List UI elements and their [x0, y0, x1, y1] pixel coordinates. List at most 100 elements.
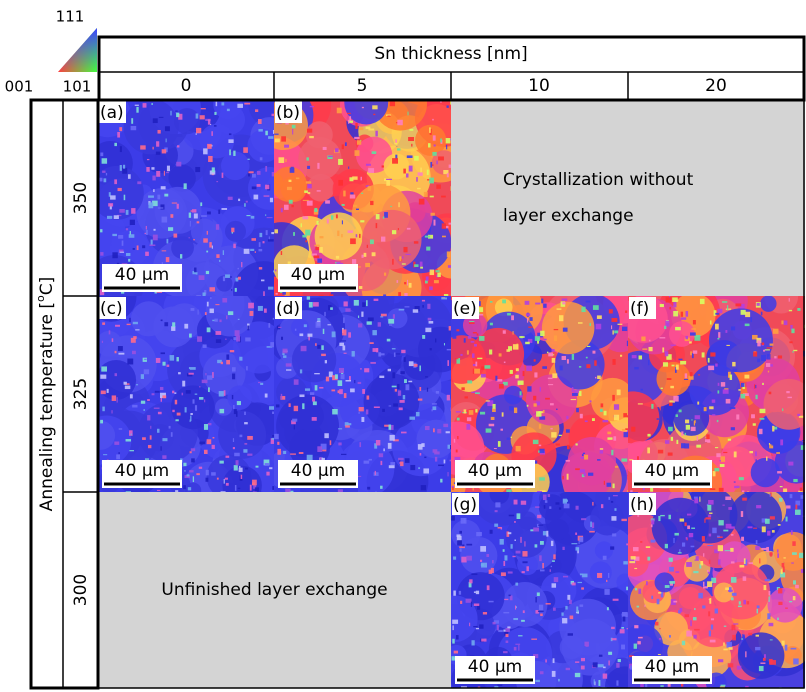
- grain: [476, 591, 479, 594]
- grain: [638, 403, 643, 404]
- grain: [461, 557, 466, 563]
- grain: [761, 355, 766, 361]
- grain: [342, 144, 344, 149]
- grain: [452, 620, 458, 624]
- grain: [365, 263, 370, 267]
- grain: [452, 625, 453, 630]
- grain: [217, 478, 219, 480]
- panel-label: (h): [630, 495, 654, 515]
- grain: [102, 407, 104, 412]
- grain: [234, 409, 237, 414]
- grain: [554, 335, 557, 341]
- grain: [231, 289, 232, 291]
- grain: [743, 576, 747, 581]
- grain: [771, 442, 775, 445]
- grain: [321, 345, 323, 350]
- grain: [382, 165, 384, 167]
- grain: [571, 543, 577, 544]
- grain: [708, 611, 710, 616]
- grain: [649, 340, 650, 342]
- grain: [552, 671, 556, 677]
- grain: [486, 400, 490, 401]
- grain: [535, 303, 540, 305]
- grain: [361, 417, 364, 422]
- grain: [263, 291, 265, 296]
- grain: [554, 577, 558, 582]
- grain: [608, 660, 609, 665]
- grain: [685, 614, 689, 617]
- grain: [100, 420, 103, 424]
- grain: [161, 352, 165, 354]
- grain: [153, 118, 158, 123]
- grain: [117, 397, 118, 402]
- grain: [545, 398, 550, 400]
- grain: [332, 409, 338, 414]
- grain: [215, 304, 219, 305]
- grain: [310, 106, 314, 107]
- grain: [395, 139, 397, 142]
- grain: [755, 647, 760, 650]
- grain: [244, 412, 246, 415]
- grain: [678, 552, 682, 553]
- grain: [571, 399, 576, 400]
- grain: [551, 541, 553, 546]
- grain: [709, 598, 711, 604]
- grain: [316, 221, 318, 225]
- grain: [410, 465, 415, 470]
- grain: [757, 303, 760, 306]
- grain: [741, 310, 746, 315]
- note-text: Unfinished layer exchange: [161, 580, 387, 600]
- grain: [684, 379, 688, 380]
- grain: [219, 391, 224, 396]
- grain: [756, 635, 759, 637]
- grain: [193, 239, 195, 240]
- grain: [770, 639, 773, 640]
- grain: [258, 129, 262, 132]
- grain: [323, 329, 325, 334]
- grain: [130, 231, 131, 235]
- grain: [153, 235, 158, 241]
- grain: [469, 321, 474, 322]
- grain: [665, 440, 669, 444]
- grain: [757, 605, 760, 608]
- grain: [172, 322, 175, 327]
- grain: [315, 343, 317, 346]
- grain: [572, 582, 576, 585]
- grain: [660, 515, 665, 516]
- grain: [281, 394, 282, 399]
- grain: [176, 113, 179, 117]
- grain: [618, 659, 621, 662]
- grain: [542, 366, 547, 369]
- grain: [306, 157, 308, 160]
- grain: [774, 427, 777, 430]
- grain: [177, 145, 179, 147]
- grain: [473, 364, 476, 366]
- grain: [194, 213, 198, 218]
- grain: [374, 299, 379, 301]
- grain: [317, 345, 320, 349]
- grain: [444, 343, 445, 345]
- grain: [516, 551, 521, 554]
- grain: [338, 428, 342, 429]
- grain: [175, 111, 178, 112]
- grain: [426, 247, 430, 251]
- grain: [245, 468, 248, 470]
- grain: [526, 313, 530, 316]
- grain: [543, 495, 547, 501]
- grain: [503, 651, 508, 653]
- grain: [718, 545, 723, 551]
- grain: [175, 400, 177, 405]
- grain: [586, 357, 588, 359]
- grain: [422, 300, 425, 302]
- grain: [611, 516, 616, 521]
- grain: [110, 195, 116, 199]
- grain: [316, 322, 321, 328]
- grain: [720, 685, 725, 687]
- grain: [728, 439, 731, 441]
- grain: [436, 391, 439, 394]
- grain: [433, 135, 436, 140]
- grain: [191, 210, 192, 211]
- grain: [670, 386, 674, 388]
- grain: [397, 148, 400, 150]
- grain: [231, 228, 234, 233]
